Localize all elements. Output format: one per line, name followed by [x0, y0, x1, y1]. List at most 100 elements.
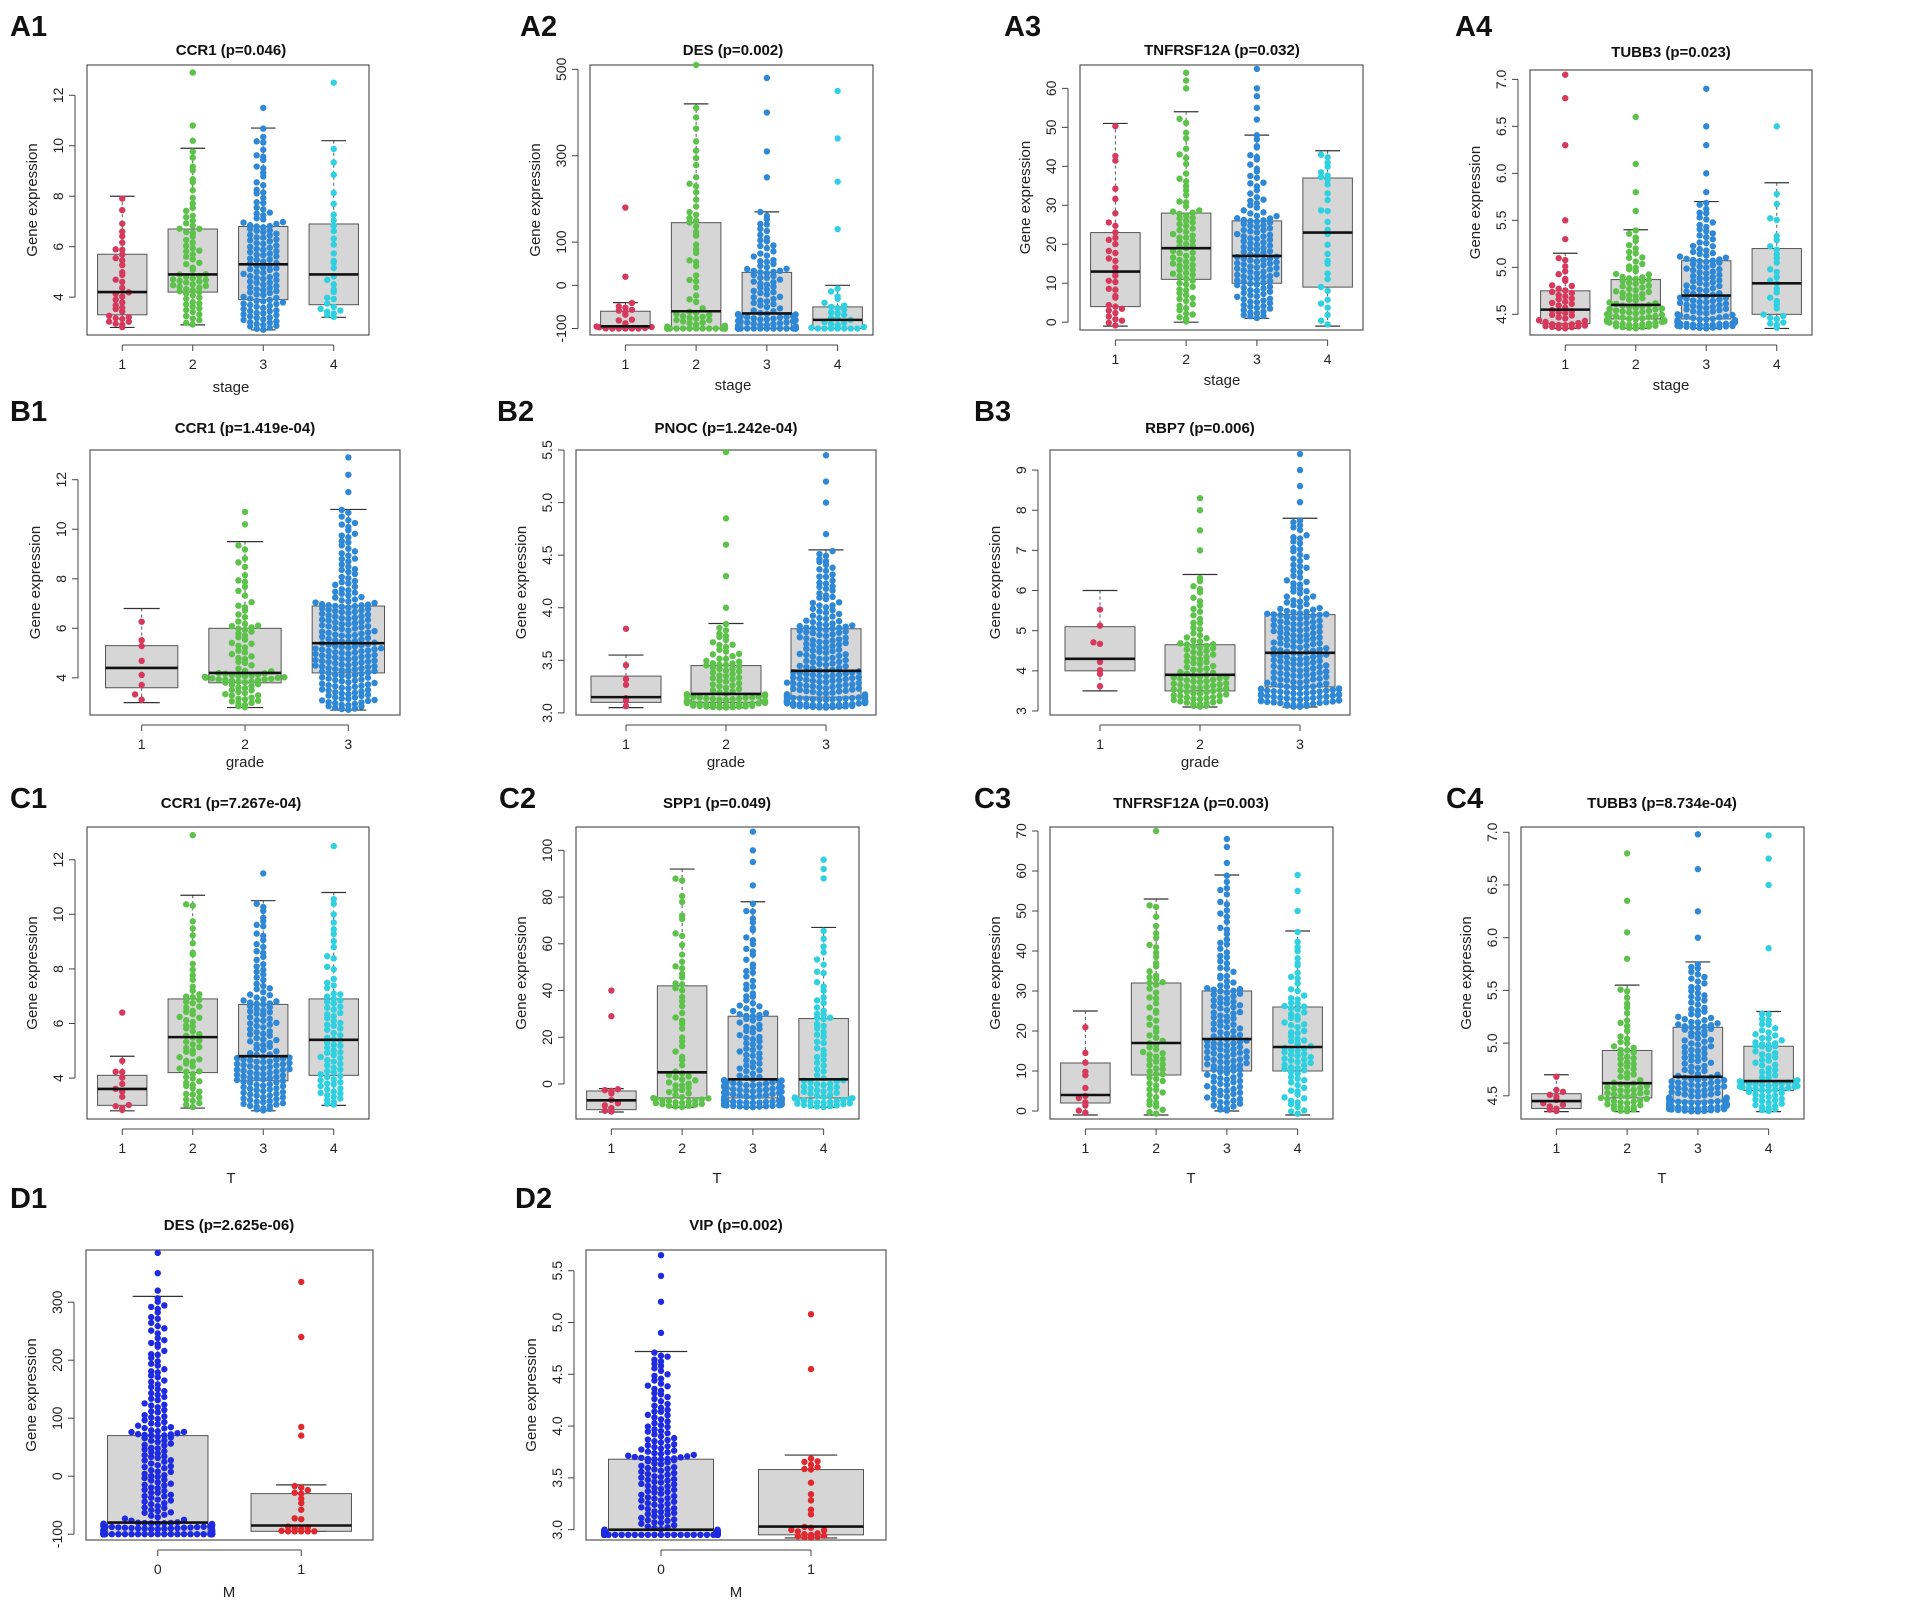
data-point — [686, 219, 693, 226]
data-point — [351, 619, 359, 627]
data-point — [1196, 666, 1204, 674]
data-point — [842, 628, 849, 635]
data-point — [842, 687, 849, 694]
data-point — [1707, 1107, 1715, 1114]
data-point — [1196, 602, 1204, 609]
data-point — [189, 831, 196, 839]
data-point — [112, 305, 119, 313]
data-point — [358, 618, 365, 626]
data-point — [651, 1377, 658, 1384]
data-point — [1617, 1061, 1624, 1068]
data-point — [1294, 996, 1301, 1003]
data-point — [1316, 646, 1323, 653]
data-point — [657, 1421, 665, 1429]
y-tick-label: 6.5 — [1493, 116, 1509, 136]
data-point — [1303, 578, 1310, 586]
data-point — [138, 657, 145, 665]
data-point — [1758, 1081, 1766, 1089]
data-point — [608, 1013, 615, 1020]
data-point — [756, 1092, 763, 1100]
data-point — [196, 1099, 203, 1107]
data-point — [332, 588, 339, 595]
data-point — [189, 1097, 196, 1105]
data-point — [816, 690, 823, 697]
data-point — [1562, 277, 1569, 284]
data-point — [757, 220, 764, 228]
data-point — [1082, 1049, 1089, 1057]
data-point — [749, 858, 757, 866]
data-point — [273, 307, 280, 314]
data-point — [345, 667, 352, 674]
data-point — [809, 647, 817, 654]
data-point — [1217, 1068, 1224, 1076]
data-point — [820, 999, 827, 1007]
data-point — [176, 288, 183, 295]
data-point — [729, 660, 736, 667]
data-point — [1290, 567, 1297, 574]
data-point — [364, 622, 372, 630]
data-point — [835, 646, 843, 653]
data-point — [1736, 1078, 1744, 1085]
data-point — [1696, 201, 1703, 208]
data-point — [749, 1063, 757, 1071]
data-point — [1623, 1047, 1631, 1054]
data-point — [338, 667, 345, 674]
x-tick-label: 2 — [678, 1140, 686, 1156]
data-point — [796, 686, 803, 694]
data-point — [1152, 1075, 1160, 1083]
data-point — [1752, 1059, 1759, 1066]
chart-title: VIP (p=0.002) — [689, 1217, 783, 1234]
data-point — [161, 1482, 168, 1489]
data-point — [364, 674, 372, 681]
data-point — [1217, 1080, 1224, 1087]
data-point — [371, 651, 378, 659]
data-point — [196, 305, 203, 312]
data-point — [318, 646, 326, 653]
data-point — [1625, 265, 1633, 273]
data-point — [827, 303, 835, 311]
data-point — [154, 1484, 161, 1492]
data-point — [115, 1531, 122, 1538]
data-point — [246, 991, 254, 998]
data-point — [1674, 311, 1681, 318]
data-point — [189, 217, 196, 224]
data-point — [371, 599, 378, 607]
data-point — [651, 1519, 658, 1526]
data-point — [235, 702, 242, 710]
data-point — [644, 1428, 652, 1435]
data-point — [1555, 324, 1562, 332]
data-point — [1230, 998, 1237, 1005]
data-point — [1146, 1080, 1153, 1087]
data-point — [770, 272, 777, 280]
data-point — [1771, 1054, 1779, 1061]
data-point — [770, 242, 777, 249]
data-point — [1694, 1088, 1702, 1095]
data-point — [755, 700, 762, 707]
data-point — [364, 691, 372, 699]
data-point — [1652, 312, 1659, 320]
data-point — [1217, 1106, 1224, 1113]
data-point — [284, 1528, 292, 1535]
data-point — [161, 1458, 168, 1465]
data-point — [1625, 296, 1633, 303]
data-point — [351, 689, 359, 696]
data-point — [1610, 1091, 1618, 1098]
data-point — [1689, 248, 1697, 256]
data-point — [189, 292, 196, 299]
chart-title: PNOC (p=1.242e-04) — [655, 420, 798, 437]
y-axis-title: Gene expression — [523, 1338, 540, 1451]
data-point — [1176, 151, 1183, 158]
data-point — [743, 1027, 750, 1035]
data-point — [196, 1088, 203, 1095]
data-point — [750, 253, 757, 260]
data-point — [1196, 632, 1204, 639]
data-point — [189, 1041, 196, 1048]
data-point — [253, 1028, 260, 1036]
data-point — [1765, 1045, 1772, 1053]
data-point — [332, 704, 339, 711]
data-point — [801, 1533, 808, 1541]
data-point — [1555, 270, 1562, 278]
data-point — [1294, 1016, 1301, 1023]
